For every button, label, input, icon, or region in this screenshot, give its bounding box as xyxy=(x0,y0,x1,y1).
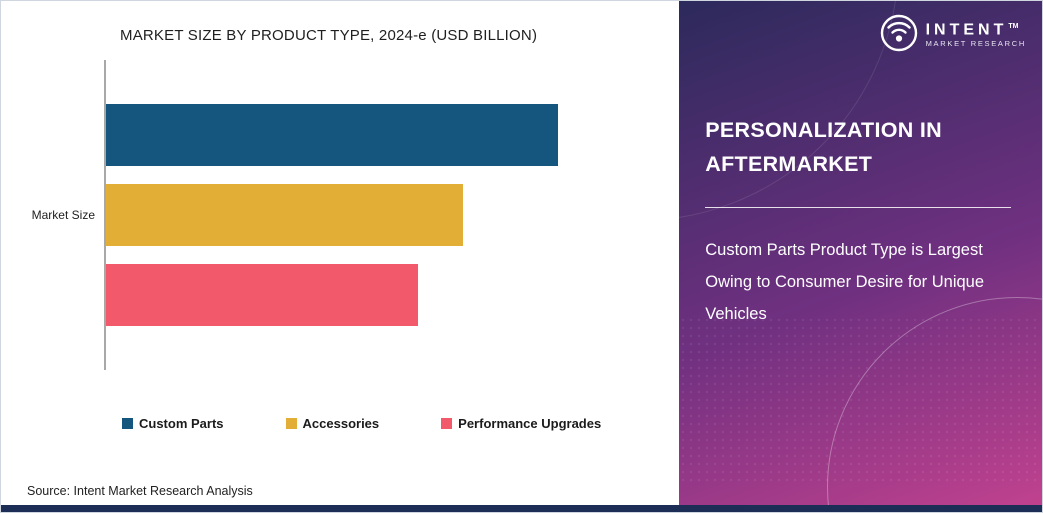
panel-body-text: Custom Parts Product Type is Largest Owi… xyxy=(705,241,985,323)
logo-subtitle: MARKET RESEARCH xyxy=(925,39,1026,49)
world-map-watermark xyxy=(679,316,1042,487)
legend-item-custom-parts: Custom Parts xyxy=(122,416,224,431)
chart-title: MARKET SIZE BY PRODUCT TYPE, 2024-e (USD… xyxy=(120,27,538,44)
logo-trademark: TM xyxy=(1008,22,1019,30)
logo-text: INTENTTM MARKET RESEARCH xyxy=(926,18,1026,48)
legend-swatch-custom-parts xyxy=(122,418,133,429)
panel-heading: PERSONALIZATION IN AFTERMARKET xyxy=(705,118,942,176)
logo-brand-word: INTENT xyxy=(925,21,1008,39)
plot-area: Market Size xyxy=(1,60,679,370)
legend-label-performance-upgrades: Performance Upgrades xyxy=(458,416,602,431)
chart-panel: MARKET SIZE BY PRODUCT TYPE, 2024-e (USD… xyxy=(1,1,680,512)
panel-divider xyxy=(705,207,1012,208)
legend-label-accessories: Accessories xyxy=(302,416,380,431)
legend-swatch-accessories xyxy=(285,418,297,429)
legend-item-performance-upgrades: Performance Upgrades xyxy=(441,416,601,431)
bar-accessories xyxy=(106,184,464,246)
brand-logo: INTENTTM MARKET RESEARCH xyxy=(879,13,1026,53)
y-axis-label: Market Size xyxy=(31,208,95,222)
logo-brand-text: INTENTTM xyxy=(926,18,1026,39)
legend-swatch-performance-upgrades xyxy=(441,418,453,429)
plot xyxy=(104,60,679,370)
bottom-border-bar xyxy=(1,505,1042,512)
legend: Custom Parts Accessories Performance Upg… xyxy=(122,416,679,431)
bar-custom-parts xyxy=(106,104,559,166)
bar-performance-upgrades xyxy=(106,264,419,326)
broadcast-signal-icon xyxy=(880,14,917,52)
legend-label-custom-parts: Custom Parts xyxy=(139,416,224,431)
source-note: Source: Intent Market Research Analysis xyxy=(27,484,253,498)
legend-item-accessories: Accessories xyxy=(285,416,380,431)
insight-panel: INTENTTM MARKET RESEARCH PERSONALIZATION… xyxy=(679,1,1042,512)
decorative-arc-top xyxy=(679,1,900,221)
